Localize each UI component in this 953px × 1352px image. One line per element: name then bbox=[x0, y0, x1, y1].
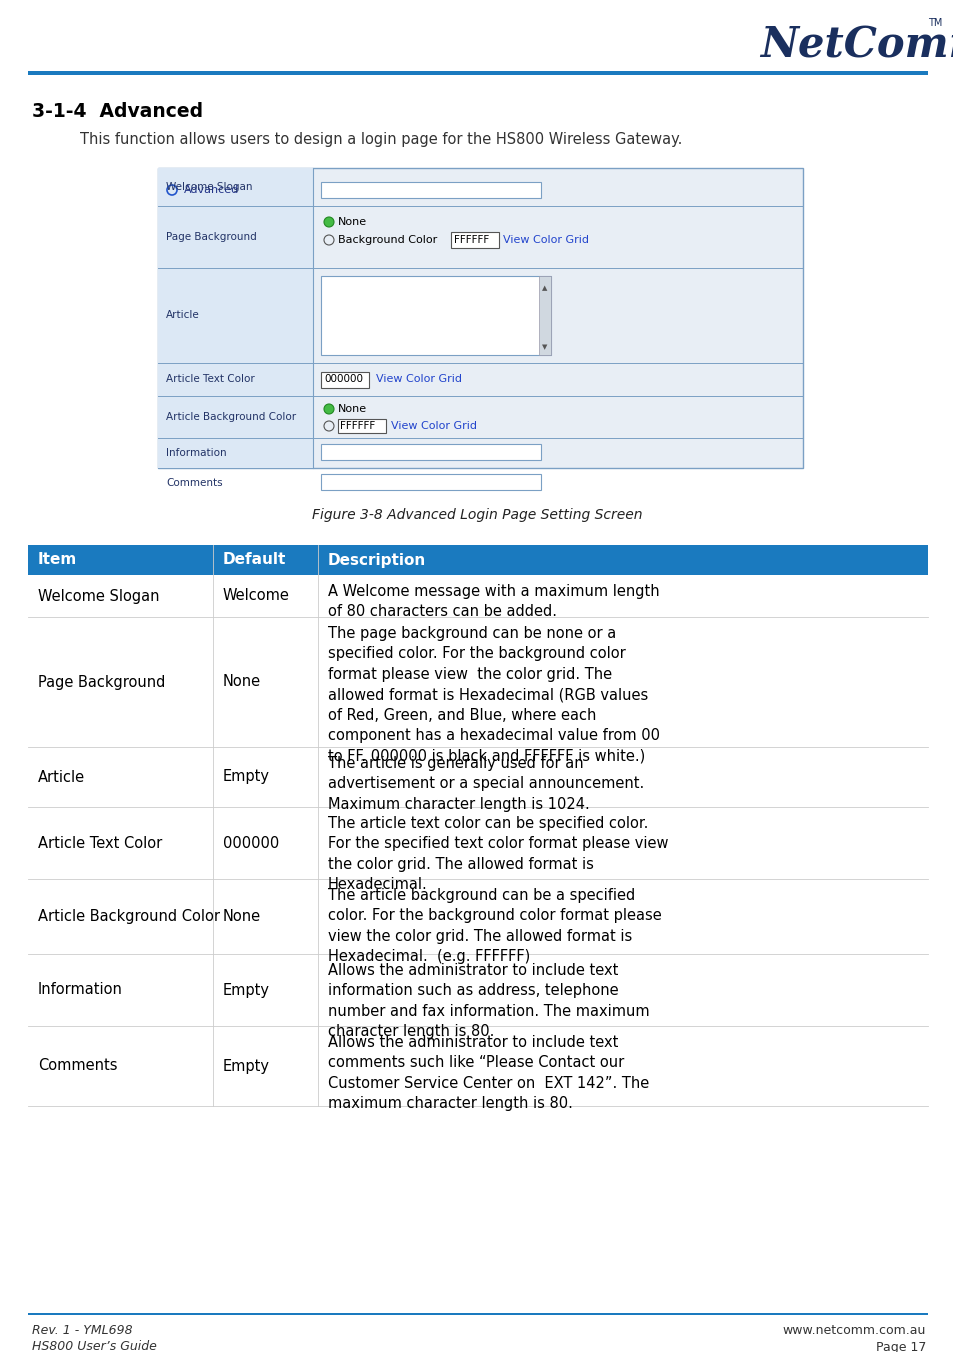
Text: Welcome Slogan: Welcome Slogan bbox=[166, 183, 253, 192]
Text: Information: Information bbox=[38, 983, 123, 998]
Bar bbox=[158, 168, 802, 468]
Bar bbox=[158, 168, 313, 468]
Text: Comments: Comments bbox=[166, 479, 222, 488]
Bar bbox=[28, 1313, 927, 1315]
Text: None: None bbox=[223, 909, 261, 923]
Text: None: None bbox=[337, 404, 367, 414]
Text: TM: TM bbox=[927, 18, 942, 28]
Bar bbox=[320, 183, 540, 197]
Text: None: None bbox=[337, 218, 367, 227]
Text: Article Background Color: Article Background Color bbox=[166, 412, 295, 422]
Text: Empty: Empty bbox=[223, 1059, 270, 1073]
Text: Information: Information bbox=[166, 448, 227, 458]
Text: Rev. 1 - YML698: Rev. 1 - YML698 bbox=[32, 1325, 132, 1337]
Text: This function allows users to design a login page for the HS800 Wireless Gateway: This function allows users to design a l… bbox=[80, 132, 681, 147]
Bar bbox=[28, 955, 927, 1026]
Text: 3-1-4  Advanced: 3-1-4 Advanced bbox=[32, 101, 203, 120]
Text: HS800 User’s Guide: HS800 User’s Guide bbox=[32, 1340, 156, 1352]
Bar bbox=[337, 419, 386, 433]
Text: Background Color: Background Color bbox=[337, 235, 436, 245]
Text: ▲: ▲ bbox=[541, 285, 547, 291]
Text: The article background can be a specified
color. For the background color format: The article background can be a specifie… bbox=[328, 888, 661, 964]
Text: None: None bbox=[223, 675, 261, 690]
Text: Allows the administrator to include text
comments such like “Please Contact our
: Allows the administrator to include text… bbox=[328, 1036, 649, 1111]
Text: Allows the administrator to include text
information such as address, telephone
: Allows the administrator to include text… bbox=[328, 963, 649, 1040]
Bar bbox=[28, 575, 927, 617]
Bar bbox=[28, 807, 927, 879]
Text: Item: Item bbox=[38, 553, 77, 568]
Bar bbox=[320, 372, 369, 388]
Text: View Color Grid: View Color Grid bbox=[391, 420, 476, 431]
Text: FFFFFF: FFFFFF bbox=[454, 235, 489, 245]
Text: Comments: Comments bbox=[38, 1059, 117, 1073]
Text: www.netcomm.com.au: www.netcomm.com.au bbox=[781, 1325, 925, 1337]
Text: 000000: 000000 bbox=[324, 375, 363, 384]
Text: View Color Grid: View Color Grid bbox=[502, 235, 588, 245]
Text: Default: Default bbox=[223, 553, 286, 568]
Text: Article: Article bbox=[38, 769, 85, 784]
Text: Welcome: Welcome bbox=[223, 588, 290, 603]
Bar bbox=[320, 276, 551, 356]
Text: Article Background Color: Article Background Color bbox=[38, 909, 220, 923]
Text: Empty: Empty bbox=[223, 983, 270, 998]
Text: The article text color can be specified color.
For the specified text color form: The article text color can be specified … bbox=[328, 817, 668, 892]
Text: Figure 3-8 Advanced Login Page Setting Screen: Figure 3-8 Advanced Login Page Setting S… bbox=[312, 508, 641, 522]
Text: A Welcome message with a maximum length
of 80 characters can be added.: A Welcome message with a maximum length … bbox=[328, 584, 659, 619]
Bar bbox=[538, 276, 551, 356]
Circle shape bbox=[324, 218, 334, 227]
Text: NetComm: NetComm bbox=[760, 24, 953, 68]
Text: Welcome Slogan: Welcome Slogan bbox=[38, 588, 159, 603]
Bar bbox=[28, 748, 927, 807]
Bar bbox=[28, 1026, 927, 1106]
Text: Empty: Empty bbox=[223, 769, 270, 784]
Text: Page 17: Page 17 bbox=[875, 1340, 925, 1352]
Text: Page Background: Page Background bbox=[166, 233, 256, 242]
Text: Article: Article bbox=[166, 311, 199, 320]
Text: Description: Description bbox=[328, 553, 426, 568]
Bar bbox=[28, 545, 927, 575]
Bar bbox=[28, 72, 927, 74]
Text: Advanced: Advanced bbox=[184, 185, 239, 195]
Text: Page Background: Page Background bbox=[38, 675, 165, 690]
Text: View Color Grid: View Color Grid bbox=[375, 375, 461, 384]
Text: ▼: ▼ bbox=[541, 343, 547, 350]
Text: Article Text Color: Article Text Color bbox=[166, 375, 254, 384]
Text: The article is generally used for an
advertisement or a special announcement.
Ma: The article is generally used for an adv… bbox=[328, 756, 643, 811]
Text: Article Text Color: Article Text Color bbox=[38, 836, 162, 850]
Bar bbox=[320, 475, 540, 489]
Bar bbox=[451, 233, 498, 247]
Circle shape bbox=[324, 404, 334, 414]
Bar bbox=[320, 443, 540, 460]
Text: The page background can be none or a
specified color. For the background color
f: The page background can be none or a spe… bbox=[328, 626, 659, 764]
Bar bbox=[28, 879, 927, 955]
Text: FFFFFF: FFFFFF bbox=[339, 420, 375, 431]
Bar bbox=[28, 617, 927, 748]
Text: 000000: 000000 bbox=[223, 836, 279, 850]
